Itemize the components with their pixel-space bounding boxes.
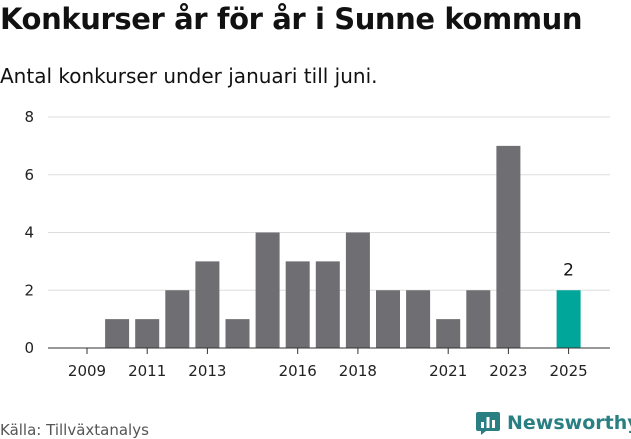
bar-2015 [255,232,280,348]
bar-2018 [345,232,370,348]
y-tick-label-4: 4 [24,224,34,242]
y-tick-label-2: 2 [24,281,34,299]
brand-name: Newsworthy [507,412,631,434]
bar-chart-logo-icon [476,412,500,435]
x-tick-label-2013: 2013 [188,362,226,380]
bar-2017 [315,261,340,348]
bar-2016 [285,261,310,348]
source-note: Källa: Tillväxtanalys [0,421,149,439]
bar-2010 [105,319,130,348]
bar-2020 [406,290,431,348]
x-tick-label-2016: 2016 [279,362,317,380]
bar-2021 [436,319,461,348]
bar-2013 [195,261,220,348]
x-tick-label-2023: 2023 [489,362,527,380]
x-tick-label-2025: 2025 [550,362,588,380]
x-tick-label-2011: 2011 [128,362,166,380]
x-tick-label-2021: 2021 [429,362,467,380]
bar-2023 [496,145,521,348]
y-tick-label-0: 0 [24,339,34,357]
bar-2019 [376,290,400,348]
bar-2012 [165,290,190,348]
x-tick-label-2009: 2009 [68,362,106,380]
y-tick-label-6: 6 [24,166,34,184]
bar-2025 [556,290,581,348]
brand-logo: Newsworthy [475,408,631,438]
bar-2011 [135,319,160,348]
x-tick-label-2018: 2018 [339,362,377,380]
bar-2014 [225,319,250,348]
chart-subtitle: Antal konkurser under januari till juni. [0,64,378,88]
data-label-2025: 2 [563,260,574,280]
chart-title: Konkurser år för år i Sunne kommun [0,2,583,36]
bar-2022 [466,290,491,348]
y-tick-label-8: 8 [24,108,34,126]
